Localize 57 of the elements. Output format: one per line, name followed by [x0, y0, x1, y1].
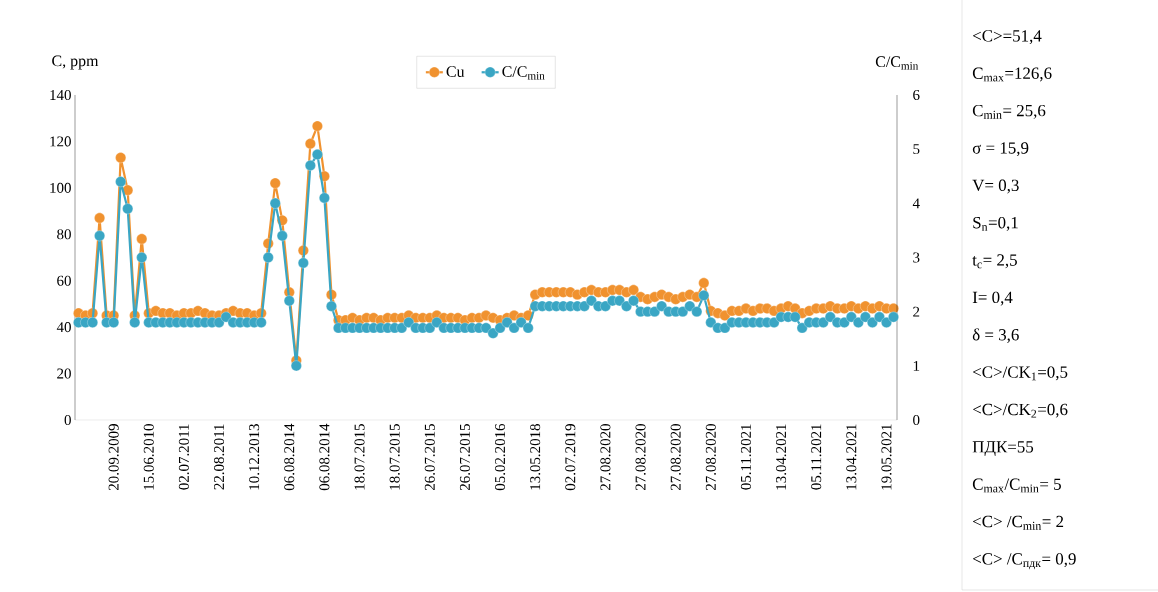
x-tick-label: 10.12.2013 [249, 424, 260, 490]
x-tick-label: 05.02.2016 [494, 423, 506, 491]
text: σ = 15,9 [972, 142, 1029, 157]
y-tick-label: 80 [57, 229, 71, 240]
x-tick-label: 20.09.2009 [108, 424, 119, 491]
y2-tick-label: 1 [913, 360, 920, 371]
x-tick-label: 06.08.2014 [319, 423, 330, 491]
text: <C> /C$_{пдк}$= 0,9 [973, 553, 1076, 570]
text: <C>=51,4 [973, 30, 1042, 45]
y-tick-label: 40 [56, 322, 71, 333]
y-tick-label: 20 [57, 368, 71, 379]
x-tick-label: 05.11.2021 [811, 424, 822, 490]
y-axis-title: C, ppm [52, 55, 99, 70]
x-tick-label: 26.07.2015 [424, 424, 435, 491]
text: <C>/CK$_{2}$=0,6 [973, 403, 1068, 418]
text: <C> /C$_{min}$= 2 [973, 515, 1064, 530]
x-tick-label: 19.05.2021 [881, 424, 892, 490]
x-tick-label: 18.07.2015 [354, 424, 365, 490]
x-tick-label: 15.06.2010 [143, 424, 154, 490]
text: <C>/CK$_{1}$=0,5 [973, 366, 1068, 381]
text: C$_{max}$/C$_{min}$= 5 [972, 478, 1061, 493]
x-tick-label: 02.07.2011 [178, 424, 189, 490]
text: V= 0,3 [972, 179, 1019, 194]
y2-tick-label: 5 [913, 144, 920, 155]
text: C$_{max}$=126,6 [972, 67, 1052, 82]
y-tick-label: 120 [50, 136, 71, 147]
y2-tick-label: 0 [913, 414, 920, 426]
y2-tick-label: 2 [913, 306, 920, 317]
x-tick-label: 27.08.2020 [670, 424, 681, 491]
x-tick-label: 27.08.2020 [600, 424, 611, 491]
x-tick-label: 13.05.2018 [530, 424, 541, 490]
text: t$_{c}$= 2,5 [972, 254, 1017, 269]
y-tick-label: 0 [64, 414, 71, 426]
x-tick-label: 27.08.2020 [635, 424, 646, 491]
x-tick-label: 13.04.2021 [776, 424, 787, 490]
x-tick-label: 06.08.2014 [284, 423, 295, 491]
x-tick-label: 05.11.2021 [740, 424, 752, 490]
x-tick-label: 26.07.2015 [459, 424, 471, 491]
y2-axis-title: C/C$_{min}$ [875, 56, 919, 70]
y-tick-label: 140 [50, 89, 71, 101]
x-tick-label: 18.07.2015 [389, 424, 400, 490]
y2-tick-label: 4 [912, 198, 920, 209]
x-tick-label: 02.07.2019 [565, 424, 576, 491]
legend-label: C/C$_{min}$ [502, 66, 545, 80]
text: C$_{min}$= 25,6 [972, 104, 1046, 119]
x-tick-label: 27.08.2020 [705, 424, 716, 491]
text: δ = 3,6 [972, 328, 1019, 343]
y-tick-label: 60 [57, 275, 71, 286]
text: S$_{n}$=0,1 [973, 216, 1018, 231]
text: I= 0,4 [972, 291, 1013, 306]
x-tick-label: 13.04.2021 [846, 424, 857, 490]
legend-label: Cu [446, 66, 465, 77]
text: ПДК=55 [972, 441, 1034, 456]
y2-tick-label: 6 [913, 89, 920, 101]
y2-tick-label: 3 [913, 252, 920, 263]
x-tick-label: 22.08.2011 [213, 424, 225, 490]
y-tick-label: 100 [50, 182, 71, 193]
